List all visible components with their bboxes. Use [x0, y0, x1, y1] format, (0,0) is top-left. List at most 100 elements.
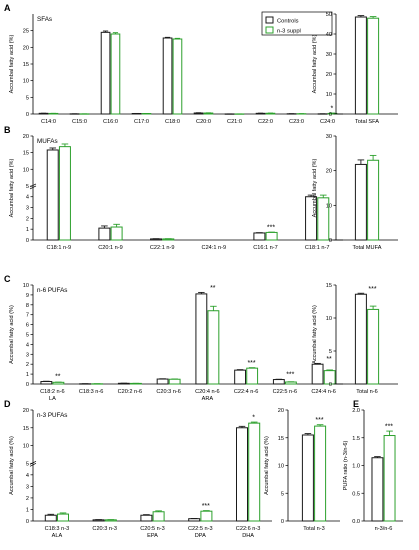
y-tick-label: 5 — [26, 333, 29, 339]
y-tick-label: 5 — [329, 349, 332, 355]
bar-n3-suppl — [58, 146, 71, 241]
bar-n3-suppl — [367, 17, 380, 115]
x-tick-label: C18:3 n-3 — [45, 526, 70, 532]
y-tick-label: 15 — [278, 436, 284, 442]
y-tick-label: 50 — [326, 12, 332, 18]
significance-marker: *** — [247, 360, 255, 367]
panel-title: n-6 PUFAs — [37, 287, 67, 294]
y-tick-label: 4 — [26, 473, 29, 479]
panel-letter: C — [4, 274, 11, 284]
x-tick-label: C16:0 — [103, 119, 118, 125]
panel-title: SFAs — [37, 16, 52, 23]
y-tick-label: 2 — [26, 496, 29, 502]
y-tick-label: 4 — [26, 342, 29, 348]
y-tick-label: 20 — [23, 134, 29, 140]
y-tick-label: 3 — [26, 352, 29, 358]
y-axis-label: Accumbal fatty acid (%) — [312, 305, 318, 364]
panel-title: MUFAs — [37, 138, 58, 145]
y-tick-label: 20 — [326, 169, 332, 175]
y-tick-label: 10 — [23, 79, 29, 85]
y-axis-label: Accumbal fatty acid (%) — [9, 158, 15, 217]
x-tick-label: C20:1 n-9 — [98, 245, 123, 251]
y-tick-label: 1.5 — [352, 436, 360, 442]
significance-marker: * — [252, 415, 255, 422]
y-tick-label: 0.5 — [352, 491, 360, 497]
significance-marker: *** — [202, 503, 210, 510]
bar-controls — [162, 37, 173, 115]
bar-n3-suppl — [200, 510, 213, 522]
y-axis-label: PUFA ratio (n-3/n-6) — [343, 440, 349, 490]
bar-controls — [46, 149, 59, 241]
x-tick-label: C22:6 n-3 — [236, 526, 261, 532]
legend-swatch-n3-suppl — [265, 26, 274, 34]
y-tick-label: 5 — [26, 461, 29, 467]
y-tick-label: 1 — [26, 507, 29, 513]
x-tick-label: C22:4 n-6 — [234, 389, 259, 395]
y-tick-label: 10 — [326, 316, 332, 322]
y-tick-label: 0 — [329, 238, 332, 244]
y-tick-label: 2 — [26, 362, 29, 368]
bar-n3-suppl — [284, 381, 297, 385]
x-tick-label: C24:0 — [320, 119, 335, 125]
y-tick-label: 6 — [26, 323, 29, 329]
legend: Controls n-3 suppl — [261, 11, 333, 36]
bar-n3-suppl — [383, 435, 396, 522]
bar-n3-suppl — [110, 226, 123, 241]
y-tick-label: 20 — [326, 72, 332, 78]
bar-controls — [100, 31, 111, 115]
bar-controls — [354, 293, 367, 385]
significance-marker: *** — [315, 417, 323, 424]
y-axis-label: Accumbal fatty acid (%) — [9, 436, 15, 495]
x-tick-label: C22:5 n-3 — [188, 526, 213, 532]
y-tick-label: 20 — [278, 408, 284, 414]
y-tick-label: 3 — [26, 484, 29, 490]
y-tick-label: 0 — [281, 519, 284, 525]
chart-d-left: 0 1 2 3 4 5 10 15 20 Accumbal fatty acid (%) Dn-3 … — [4, 399, 272, 539]
bar-controls — [195, 293, 208, 385]
panel-letter: A — [4, 3, 11, 13]
significance-marker: * — [330, 106, 333, 113]
y-axis-label: Accumbal fatty acid (%) — [9, 34, 15, 93]
bar-controls — [272, 379, 285, 385]
y-tick-label: 8 — [26, 303, 29, 309]
panel-letter: E — [353, 399, 359, 409]
bar-controls — [253, 232, 266, 241]
bar-controls — [234, 369, 247, 385]
y-tick-label: 20 — [23, 45, 29, 51]
legend-frame — [261, 11, 333, 36]
bar-n3-suppl — [265, 231, 278, 241]
y-tick-label: 10 — [326, 203, 332, 209]
bar-controls — [354, 163, 367, 241]
chart-a-left: 0 5 10 15 20 25 Accumbal fatty acid (%) A SFAs C1… — [4, 3, 343, 125]
x-tick-label: C22:0 — [258, 119, 273, 125]
bar-controls — [301, 434, 314, 522]
bar-controls — [140, 514, 153, 522]
y-tick-label: 5 — [26, 95, 29, 101]
significance-marker: *** — [286, 372, 294, 379]
bar-controls — [44, 514, 57, 522]
significance-marker: *** — [385, 424, 393, 431]
x-tick-label: C20:4 n-6 — [195, 389, 220, 395]
legend-label: Controls — [277, 19, 299, 25]
y-tick-label: 10 — [23, 444, 29, 450]
y-tick-label: 25 — [23, 29, 29, 35]
x-tick-label: C16:1 n-7 — [253, 245, 278, 251]
y-tick-label: 5 — [26, 184, 29, 190]
axis-break-mark — [29, 462, 37, 467]
bar-controls — [188, 518, 201, 522]
y-tick-label: 15 — [23, 426, 29, 432]
y-tick-label: 1.0 — [352, 464, 360, 470]
significance-marker: *** — [368, 286, 376, 293]
chart-b-left: 0 1 2 3 4 5 10 15 20 Accumbal fatty acid (%) B MUFA… — [4, 125, 343, 251]
panel-letter: D — [4, 399, 11, 409]
y-tick-label: 30 — [326, 52, 332, 58]
bar-controls — [311, 363, 324, 385]
y-tick-label: 9 — [26, 293, 29, 299]
y-tick-label: 1 — [26, 372, 29, 378]
bar-controls — [371, 457, 384, 522]
axis-break-mark — [29, 183, 37, 188]
x-tick-label: C18:2 n-6 — [40, 389, 65, 395]
y-tick-label: 15 — [23, 151, 29, 157]
bar-n3-suppl — [152, 511, 165, 522]
